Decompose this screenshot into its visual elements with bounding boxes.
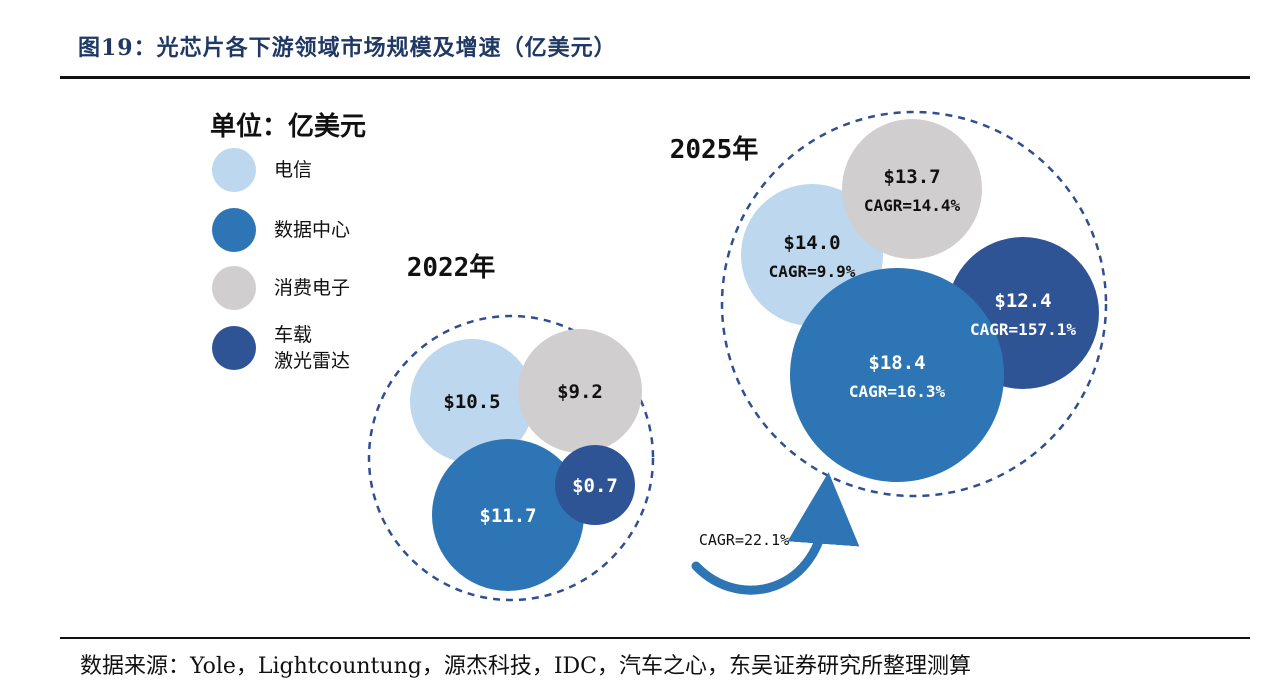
year-label-1: 2025年 xyxy=(670,134,759,165)
legend-swatch-lidar xyxy=(212,326,256,370)
bubble-value-label-0-3: $0.7 xyxy=(572,475,618,497)
legend-item-datacenter: 数据中心 xyxy=(212,208,350,252)
legend-item-consumer: 消费电子 xyxy=(212,266,350,310)
figure-title: 图19：光芯片各下游领域市场规模及增速（亿美元） xyxy=(78,35,617,61)
legend-label-consumer: 消费电子 xyxy=(274,277,351,299)
bubble-1-1 xyxy=(842,119,982,259)
group-outline-0 xyxy=(367,314,655,602)
top-rule xyxy=(60,76,1250,79)
bubble-0-3 xyxy=(555,445,635,525)
bubble-0-0 xyxy=(410,339,534,463)
bubble-cagr-label-1-0: CAGR=9.9% xyxy=(769,262,856,281)
group-outline-1 xyxy=(720,110,1108,498)
bubble-value-label-0-1: $9.2 xyxy=(557,381,603,403)
legend-label-telecom: 电信 xyxy=(274,159,313,181)
bubble-value-label-1-0: $14.0 xyxy=(783,232,840,254)
bubble-value-label-1-2: $12.4 xyxy=(994,290,1051,312)
legend-item-lidar: 车载 激光雷达 xyxy=(212,322,350,374)
bubble-value-label-1-1: $13.7 xyxy=(883,166,940,188)
unit-label: 单位：亿美元 xyxy=(210,112,367,142)
bubble-cagr-label-1-2: CAGR=157.1% xyxy=(970,320,1076,339)
growth-cagr-label: CAGR=22.1% xyxy=(699,531,789,549)
legend-item-telecom: 电信 xyxy=(212,148,312,192)
bottom-rule xyxy=(60,637,1250,639)
legend-swatch-datacenter xyxy=(212,208,256,252)
bubble-1-3 xyxy=(790,268,1004,482)
bubble-value-label-0-0: $10.5 xyxy=(443,391,500,413)
legend-label-lidar: 车载 激光雷达 xyxy=(274,324,351,372)
legend-label-datacenter: 数据中心 xyxy=(274,219,351,241)
bubble-cagr-label-1-3: CAGR=16.3% xyxy=(849,382,946,401)
legend-swatch-consumer xyxy=(212,266,256,310)
bubble-0-1 xyxy=(518,329,642,453)
growth-arrow xyxy=(691,472,860,595)
legend-swatch-telecom xyxy=(212,148,256,192)
data-source: 数据来源：Yole，Lightcountung，源杰科技，IDC，汽车之心，东吴… xyxy=(80,654,971,679)
bubble-value-label-0-2: $11.7 xyxy=(479,505,536,527)
bubble-cagr-label-1-1: CAGR=14.4% xyxy=(864,196,961,215)
bubble-0-2 xyxy=(432,439,584,591)
bubble-value-label-1-3: $18.4 xyxy=(868,352,925,374)
year-label-0: 2022年 xyxy=(407,252,496,283)
